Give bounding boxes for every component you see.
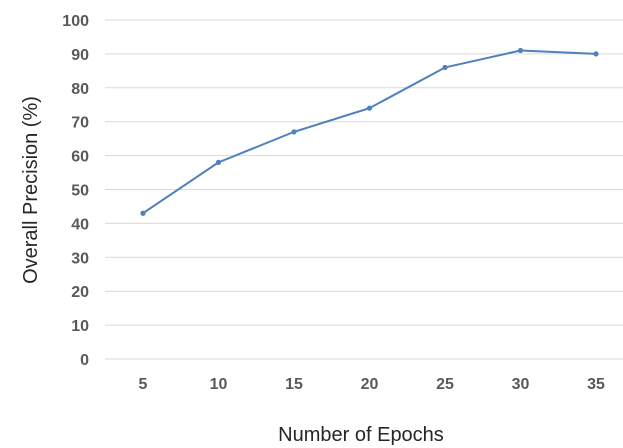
y-tick-label: 30 (71, 250, 89, 267)
data-point (366, 105, 373, 111)
x-tick-label: 20 (361, 376, 379, 393)
y-axis-title: Overall Precision (%) (20, 96, 42, 284)
y-axis-ticks: 0 10 20 30 40 50 60 70 80 90 100 (62, 13, 89, 369)
x-tick-label: 30 (512, 376, 530, 393)
y-tick-label: 50 (71, 183, 89, 200)
x-tick-label: 15 (285, 376, 303, 393)
data-point (593, 51, 599, 57)
y-tick-label: 100 (62, 13, 89, 30)
gridlines (105, 19, 623, 360)
y-tick-label: 0 (80, 352, 89, 369)
series (140, 47, 599, 216)
data-point (291, 129, 297, 135)
series-line (142, 49, 597, 215)
y-tick-label: 70 (71, 115, 89, 132)
x-tick-label: 35 (587, 376, 605, 393)
y-tick-label: 90 (71, 47, 89, 64)
x-tick-label: 25 (436, 376, 454, 393)
data-point (215, 159, 222, 165)
y-tick-label: 60 (71, 149, 89, 166)
y-tick-label: 80 (71, 81, 89, 98)
x-tick-label: 10 (210, 376, 228, 393)
y-tick-label: 40 (71, 216, 89, 233)
x-axis-title: Number of Epochs (278, 424, 444, 446)
y-tick-label: 20 (71, 284, 89, 301)
data-point (517, 47, 524, 54)
x-tick-label: 5 (139, 376, 148, 393)
y-tick-label: 10 (71, 318, 89, 335)
data-point (140, 210, 146, 216)
x-axis-ticks: 5 10 15 20 25 30 35 (139, 376, 605, 393)
data-point (442, 64, 448, 71)
